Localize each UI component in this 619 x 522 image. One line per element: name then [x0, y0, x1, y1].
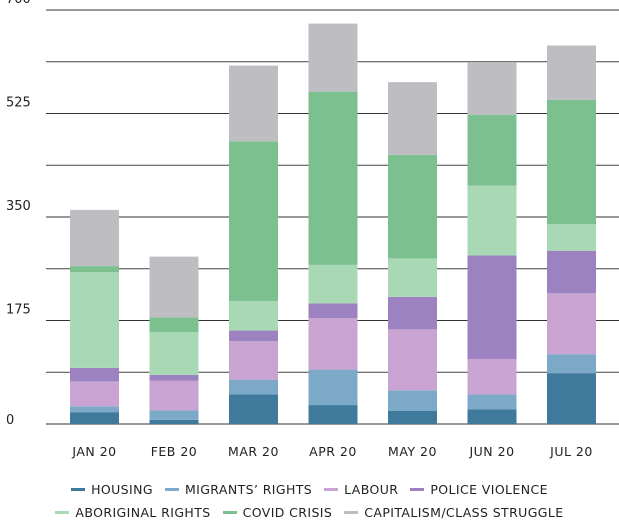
- legend-label: LABOUR: [344, 482, 399, 497]
- bar-segment: [229, 330, 278, 342]
- bar-segment: [70, 412, 119, 424]
- legend-label: CAPITALISM/CLASS STRUGGLE: [364, 505, 564, 520]
- bar-segment: [388, 154, 437, 259]
- bar-segment: [229, 379, 278, 395]
- y-tick-label: 175: [6, 303, 31, 318]
- bar-segment: [467, 255, 517, 359]
- bar-segment: [229, 341, 278, 380]
- legend-swatch: [410, 488, 425, 491]
- bar-segment: [547, 224, 596, 251]
- bar-segment: [467, 358, 517, 395]
- bar-segment: [308, 23, 358, 92]
- y-tick-label: 525: [6, 96, 31, 111]
- legend-row-2: ABORIGINAL RIGHTS COVID CRISIS CAPITALISM/…: [0, 505, 619, 520]
- y-tick-label: 0: [6, 413, 14, 428]
- bar-segment: [149, 256, 199, 318]
- bar-segment: [70, 272, 119, 368]
- bar-segment: [388, 329, 437, 391]
- legend-label: COVID CRISIS: [242, 505, 333, 520]
- legend-label: MIGRANTS’ RIGHTS: [184, 482, 313, 497]
- x-axis-labels: JAN 20 FEB 20 MAR 20 APR 20 MAY 20 JUN 20 JUL …: [71, 444, 592, 459]
- legend-swatch: [71, 488, 86, 491]
- legend-label: ABORIGINAL RIGHTS: [75, 505, 211, 520]
- bar-segment: [388, 296, 437, 330]
- x-tick-label: APR 20: [309, 444, 357, 459]
- bar-segment: [308, 303, 358, 319]
- bars: [70, 23, 596, 424]
- bar-segment: [467, 114, 517, 186]
- legend-item: POLICE VIOLENCE: [410, 482, 548, 497]
- bar-segment: [70, 367, 119, 382]
- legend-label: HOUSING: [91, 482, 153, 497]
- bar-segment: [467, 185, 517, 256]
- x-tick-label: JUN 20: [468, 444, 514, 459]
- bar-segment: [308, 91, 358, 265]
- legend-swatch: [222, 511, 237, 514]
- bar-segment: [149, 317, 199, 333]
- bar-segment: [70, 381, 119, 407]
- bar-segment: [308, 405, 358, 424]
- y-tick-label: 350: [6, 199, 31, 214]
- bar-segment: [547, 354, 596, 374]
- bar-segment: [149, 419, 199, 424]
- bar-segment: [308, 318, 358, 370]
- bar-segment: [229, 394, 278, 424]
- x-tick-label: FEB 20: [151, 444, 198, 459]
- bar-segment: [308, 369, 358, 406]
- bar-segment: [229, 141, 278, 301]
- bar-segment: [308, 264, 358, 304]
- bar-segment: [388, 390, 437, 411]
- legend-item: ABORIGINAL RIGHTS: [55, 505, 210, 520]
- bar-segment: [547, 293, 596, 355]
- legend-item: HOUSING: [71, 482, 153, 497]
- legend-swatch: [55, 511, 70, 514]
- legend-row-1: HOUSING MIGRANTS’ RIGHTS LABOUR POLICE VIOL…: [0, 482, 619, 497]
- bar-segment: [149, 380, 199, 411]
- bar-segment: [149, 410, 199, 420]
- bar-segment: [547, 99, 596, 225]
- legend-item: MIGRANTS’ RIGHTS: [164, 482, 313, 497]
- x-tick-label: MAY 20: [388, 444, 437, 459]
- bar-segment: [388, 258, 437, 297]
- x-tick-label: JAN 20: [71, 444, 116, 459]
- bar-segment: [467, 62, 517, 115]
- legend-item: COVID CRISIS: [222, 505, 333, 520]
- bar-segment: [229, 300, 278, 331]
- y-tick-label: 700: [6, 0, 31, 7]
- bar-segment: [388, 410, 437, 424]
- bar-segment: [547, 45, 596, 100]
- bar-segment: [467, 394, 517, 410]
- x-tick-label: JUL 20: [549, 444, 593, 459]
- legend-swatch: [324, 488, 339, 491]
- bar-segment: [149, 374, 199, 381]
- bar-segment: [70, 209, 119, 267]
- bar-segment: [70, 266, 119, 273]
- legend-swatch: [164, 488, 179, 491]
- legend-item: LABOUR: [324, 482, 398, 497]
- y-axis-ticks: 0 175 350 525 700: [6, 0, 31, 428]
- legend-item: CAPITALISM/CLASS STRUGGLE: [344, 505, 563, 520]
- bar-segment: [467, 409, 517, 424]
- stacked-bar-chart: 0 175 350 525 700 JAN 20 FEB 20 MAR 20 APR 20 MA…: [6, 0, 619, 459]
- bar-segment: [547, 373, 596, 424]
- bar-segment: [229, 65, 278, 142]
- legend-swatch: [344, 511, 359, 514]
- bar-segment: [149, 332, 199, 375]
- bar-segment: [70, 406, 119, 413]
- legend-label: POLICE VIOLENCE: [430, 482, 548, 497]
- x-tick-label: MAR 20: [228, 444, 279, 459]
- bar-segment: [547, 250, 596, 294]
- bar-segment: [388, 82, 437, 155]
